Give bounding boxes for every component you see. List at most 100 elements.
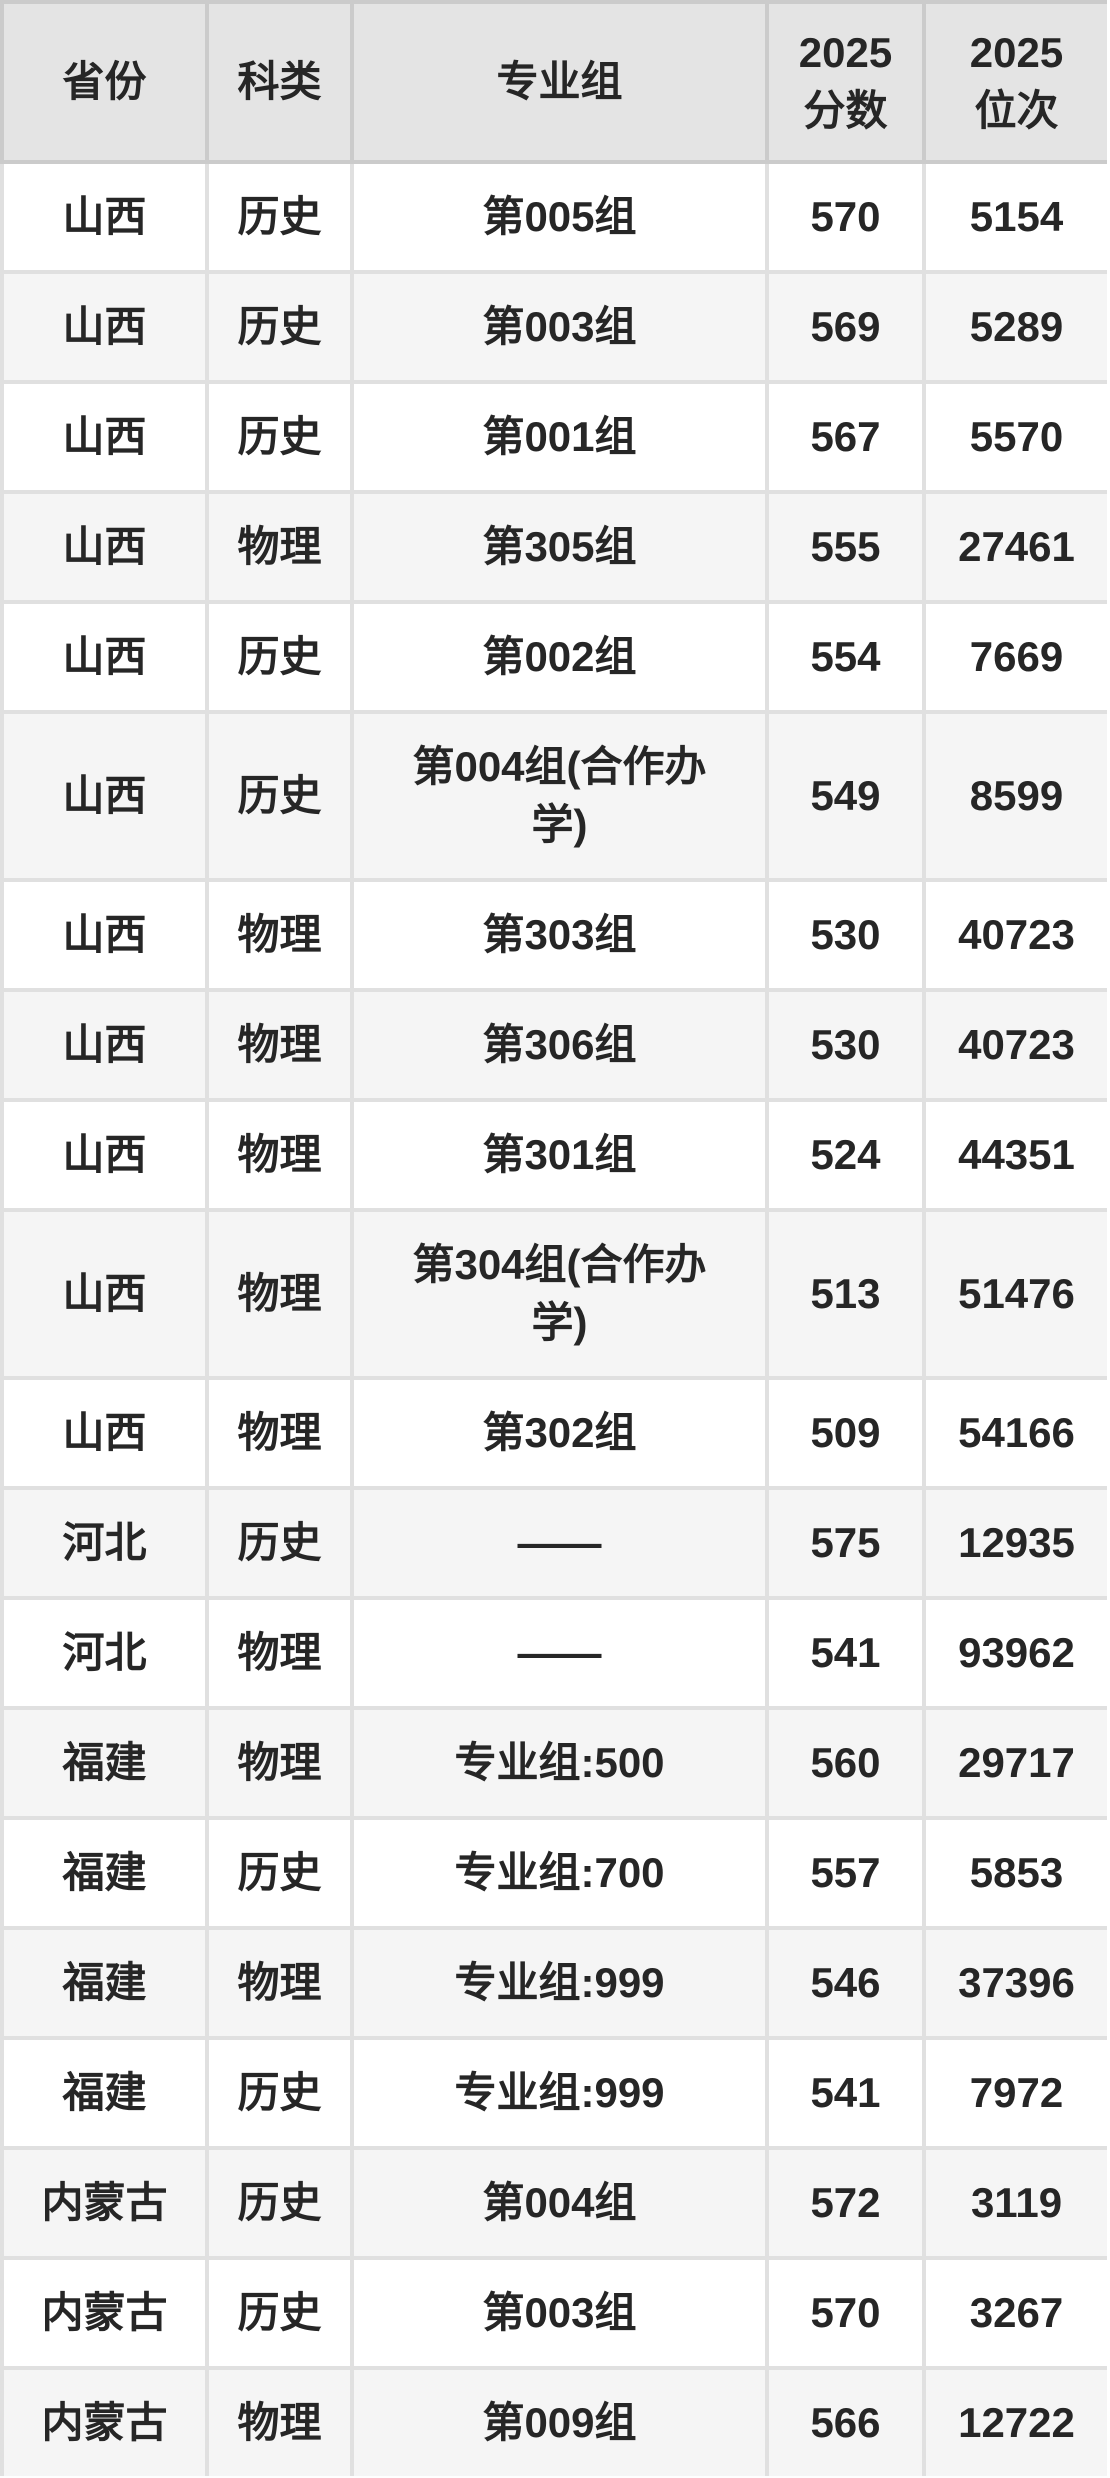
table-row: 福建 物理 专业组:500 560 29717 xyxy=(0,1706,1107,1820)
cell-score: 541 xyxy=(765,2036,926,2150)
table-row: 河北 历史 —— 575 12935 xyxy=(0,1486,1107,1600)
table-row: 山西 物理 第304组(合作办 学) 513 51476 xyxy=(0,1208,1107,1380)
cell-rank: 27461 xyxy=(922,490,1107,604)
cell-rank: 3119 xyxy=(922,2146,1107,2260)
table-row: 内蒙古 历史 第004组 572 3119 xyxy=(0,2146,1107,2260)
cell-score: 570 xyxy=(765,2256,926,2370)
cell-province: 山西 xyxy=(0,878,209,992)
cell-score: 513 xyxy=(765,1208,926,1380)
cell-group: 第306组 xyxy=(350,988,769,1102)
table-row: 福建 历史 专业组:700 557 5853 xyxy=(0,1816,1107,1930)
cell-group: 第003组 xyxy=(350,2256,769,2370)
table-row: 内蒙古 物理 第009组 566 12722 xyxy=(0,2366,1107,2476)
table-row: 内蒙古 历史 第003组 570 3267 xyxy=(0,2256,1107,2370)
cell-subject: 物理 xyxy=(205,878,354,992)
cell-subject: 物理 xyxy=(205,490,354,604)
cell-rank: 37396 xyxy=(922,1926,1107,2040)
cell-score: 555 xyxy=(765,490,926,604)
cell-score: 569 xyxy=(765,270,926,384)
table-row: 山西 历史 第004组(合作办 学) 549 8599 xyxy=(0,710,1107,882)
header-row: 省份 科类 专业组 2025 分数 2025 位次 xyxy=(0,0,1107,164)
cell-group: 第003组 xyxy=(350,270,769,384)
cell-group: 第001组 xyxy=(350,380,769,494)
cell-score: 549 xyxy=(765,710,926,882)
cell-rank: 93962 xyxy=(922,1596,1107,1710)
cell-group: —— xyxy=(350,1596,769,1710)
cell-subject: 历史 xyxy=(205,2256,354,2370)
cell-province: 山西 xyxy=(0,1208,209,1380)
cell-rank: 7669 xyxy=(922,600,1107,714)
cell-subject: 物理 xyxy=(205,2366,354,2476)
table-row: 山西 历史 第002组 554 7669 xyxy=(0,600,1107,714)
cell-group: 第005组 xyxy=(350,160,769,274)
cell-subject: 历史 xyxy=(205,1816,354,1930)
column-header-rank: 2025 位次 xyxy=(922,0,1107,164)
column-header-score: 2025 分数 xyxy=(765,0,926,164)
table-row: 福建 历史 专业组:999 541 7972 xyxy=(0,2036,1107,2150)
cell-rank: 12722 xyxy=(922,2366,1107,2476)
cell-score: 509 xyxy=(765,1376,926,1490)
cell-province: 河北 xyxy=(0,1486,209,1600)
table-row: 山西 物理 第302组 509 54166 xyxy=(0,1376,1107,1490)
cell-rank: 44351 xyxy=(922,1098,1107,1212)
cell-subject: 历史 xyxy=(205,1486,354,1600)
cell-province: 河北 xyxy=(0,1596,209,1710)
cell-province: 山西 xyxy=(0,1098,209,1212)
cell-province: 山西 xyxy=(0,710,209,882)
table-row: 山西 历史 第003组 569 5289 xyxy=(0,270,1107,384)
cell-province: 福建 xyxy=(0,1706,209,1820)
column-header-subject: 科类 xyxy=(205,0,354,164)
cell-rank: 40723 xyxy=(922,988,1107,1102)
cell-score: 570 xyxy=(765,160,926,274)
table-row: 山西 物理 第303组 530 40723 xyxy=(0,878,1107,992)
cell-subject: 历史 xyxy=(205,600,354,714)
cell-subject: 物理 xyxy=(205,1376,354,1490)
cell-province: 山西 xyxy=(0,270,209,384)
cell-group: 第301组 xyxy=(350,1098,769,1212)
cell-subject: 物理 xyxy=(205,1208,354,1380)
table-body: 山西 历史 第005组 570 5154 山西 历史 第003组 569 5289 山西 历史 第001… xyxy=(0,160,1107,2476)
cell-group: 第004组 xyxy=(350,2146,769,2260)
cell-score: 567 xyxy=(765,380,926,494)
cell-group: 第002组 xyxy=(350,600,769,714)
table-row: 山西 物理 第301组 524 44351 xyxy=(0,1098,1107,1212)
cell-score: 566 xyxy=(765,2366,926,2476)
cell-subject: 历史 xyxy=(205,380,354,494)
cell-rank: 54166 xyxy=(922,1376,1107,1490)
cell-group: 第304组(合作办 学) xyxy=(350,1208,769,1380)
cell-group: —— xyxy=(350,1486,769,1600)
cell-province: 内蒙古 xyxy=(0,2256,209,2370)
cell-subject: 历史 xyxy=(205,2036,354,2150)
cell-group: 专业组:500 xyxy=(350,1706,769,1820)
table-row: 河北 物理 —— 541 93962 xyxy=(0,1596,1107,1710)
cell-province: 内蒙古 xyxy=(0,2146,209,2260)
cell-province: 山西 xyxy=(0,160,209,274)
cell-score: 530 xyxy=(765,878,926,992)
cell-province: 福建 xyxy=(0,2036,209,2150)
table-row: 山西 历史 第001组 567 5570 xyxy=(0,380,1107,494)
cell-rank: 40723 xyxy=(922,878,1107,992)
cell-province: 福建 xyxy=(0,1816,209,1930)
cell-score: 575 xyxy=(765,1486,926,1600)
cell-province: 山西 xyxy=(0,380,209,494)
cell-score: 541 xyxy=(765,1596,926,1710)
cell-rank: 51476 xyxy=(922,1208,1107,1380)
cell-subject: 历史 xyxy=(205,160,354,274)
cell-subject: 历史 xyxy=(205,710,354,882)
cell-rank: 5154 xyxy=(922,160,1107,274)
table-header: 省份 科类 专业组 2025 分数 2025 位次 xyxy=(0,0,1107,164)
cell-province: 山西 xyxy=(0,988,209,1102)
cell-group: 第302组 xyxy=(350,1376,769,1490)
cell-score: 554 xyxy=(765,600,926,714)
cell-province: 山西 xyxy=(0,600,209,714)
cell-group: 第303组 xyxy=(350,878,769,992)
cell-score: 546 xyxy=(765,1926,926,2040)
cell-subject: 物理 xyxy=(205,988,354,1102)
cell-rank: 8599 xyxy=(922,710,1107,882)
cell-group: 专业组:999 xyxy=(350,1926,769,2040)
cell-subject: 历史 xyxy=(205,2146,354,2260)
cell-subject: 物理 xyxy=(205,1596,354,1710)
cell-group: 第305组 xyxy=(350,490,769,604)
table-row: 山西 物理 第306组 530 40723 xyxy=(0,988,1107,1102)
cell-rank: 5853 xyxy=(922,1816,1107,1930)
